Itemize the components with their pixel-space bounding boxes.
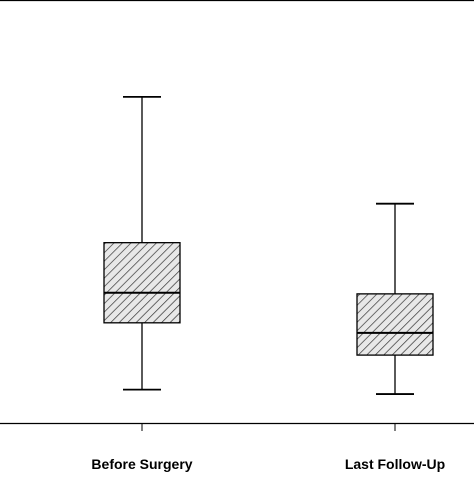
- box-before-surgery: [103, 242, 181, 324]
- box-last-follow-up: [356, 293, 434, 356]
- x-tick-label-before-surgery: Before Surgery: [91, 456, 192, 472]
- boxes-layer: [103, 95, 434, 395]
- x-tick-label-last-follow-up: Last Follow-Up: [345, 456, 445, 472]
